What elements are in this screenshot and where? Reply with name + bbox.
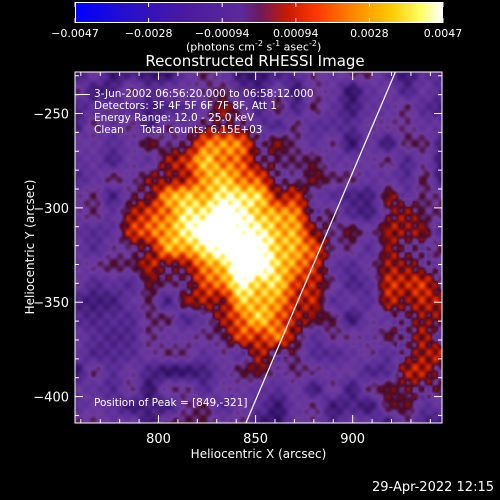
y-tick-label: −400: [33, 391, 69, 406]
footer-timestamp: 29-Apr-2022 12:15: [372, 480, 494, 495]
chart-title: Reconstructed RHESSI Image: [145, 52, 365, 70]
solar-limb-line: [245, 71, 396, 424]
y-tick-label: −250: [33, 108, 69, 123]
annotation-clean: Clean Total counts: 6.15E+03: [94, 124, 263, 136]
y-tick-label: −350: [33, 296, 69, 311]
colorbar-tick-label: 0.0047: [424, 27, 463, 40]
colorbar-tick-label: −0.0047: [51, 27, 99, 40]
colorbar-tick-label: −0.00094: [195, 27, 250, 40]
colorbar-unit-label: (photons cm-2 s-1 asec-2): [186, 39, 322, 54]
annotation-energy: Energy Range: 12.0 - 25.0 keV: [94, 112, 255, 124]
annotation-peak: Position of Peak = [849,-321]: [94, 397, 248, 409]
y-tick-label: −300: [33, 202, 69, 217]
colorbar: [75, 2, 443, 23]
annotation-time-range: 3-Jun-2002 06:56:20.000 to 06:58:12.000: [78, 88, 314, 100]
x-tick-label: 900: [340, 432, 365, 447]
x-axis-label: Heliocentric X (arcsec): [190, 447, 327, 461]
colorbar-tick-label: −0.0028: [125, 27, 173, 40]
annotation-detectors: Detectors: 3F 4F 5F 6F 7F 8F, Att 1: [94, 100, 278, 112]
plot-frame: [74, 71, 443, 424]
colorbar-tick-label: 0.00094: [273, 27, 319, 40]
x-tick-label: 850: [243, 432, 268, 447]
colorbar-tick-label: 0.0028: [350, 27, 389, 40]
colorbar-ticks: −0.0047 −0.0028 −0.00094 0.00094 0.0028 0.004…: [51, 2, 463, 40]
legend-line-marker: [78, 93, 90, 95]
heatmap-image: [75, 72, 442, 423]
x-tick-label: 800: [146, 432, 171, 447]
y-axis-label: Heliocentric Y (arcsec): [23, 179, 37, 315]
